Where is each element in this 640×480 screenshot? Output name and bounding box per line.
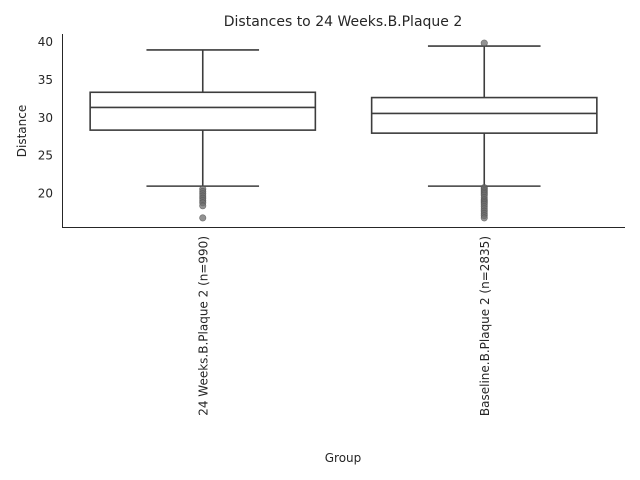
plot-spines [62,34,625,228]
outlier-point [480,214,488,222]
chart-title: Distances to 24 Weeks.B.Plaque 2 [224,14,463,30]
x-tick-label: 24 Weeks.B.Plaque 2 (n=990) [196,236,210,416]
y-axis-ticks: 20 25 30 35 40 [38,35,53,200]
outlier-point [199,202,207,210]
iqr-box [370,96,598,134]
box-group [89,49,317,222]
y-axis-label: Distance [15,105,29,157]
box-series [89,39,598,222]
y-tick-label: 20 [38,186,53,200]
y-tick-label: 25 [38,149,53,163]
x-axis-label: Group [325,451,362,465]
outlier-point [480,39,488,47]
x-tick-label: Baseline.B.Plaque 2 (n=2835) [478,236,492,416]
y-tick-label: 30 [38,111,53,125]
iqr-box [89,91,317,131]
x-axis-ticks: 24 Weeks.B.Plaque 2 (n=990) Baseline.B.Pl… [196,236,492,416]
outlier-point [199,214,207,222]
box-group [370,39,598,222]
y-tick-label: 35 [38,73,53,87]
y-tick-label: 40 [38,35,53,49]
